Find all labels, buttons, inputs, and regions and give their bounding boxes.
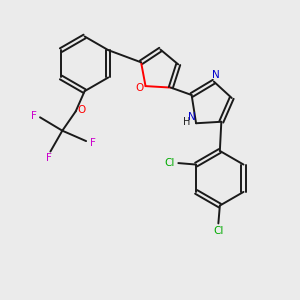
- Text: O: O: [135, 82, 143, 93]
- Text: O: O: [77, 105, 85, 115]
- Text: Cl: Cl: [213, 226, 224, 236]
- Text: N: N: [188, 112, 196, 122]
- Text: N: N: [212, 70, 219, 80]
- Text: F: F: [31, 111, 36, 121]
- Text: F: F: [46, 153, 52, 163]
- Text: F: F: [90, 138, 96, 148]
- Text: Cl: Cl: [165, 158, 175, 168]
- Text: H: H: [184, 117, 191, 127]
